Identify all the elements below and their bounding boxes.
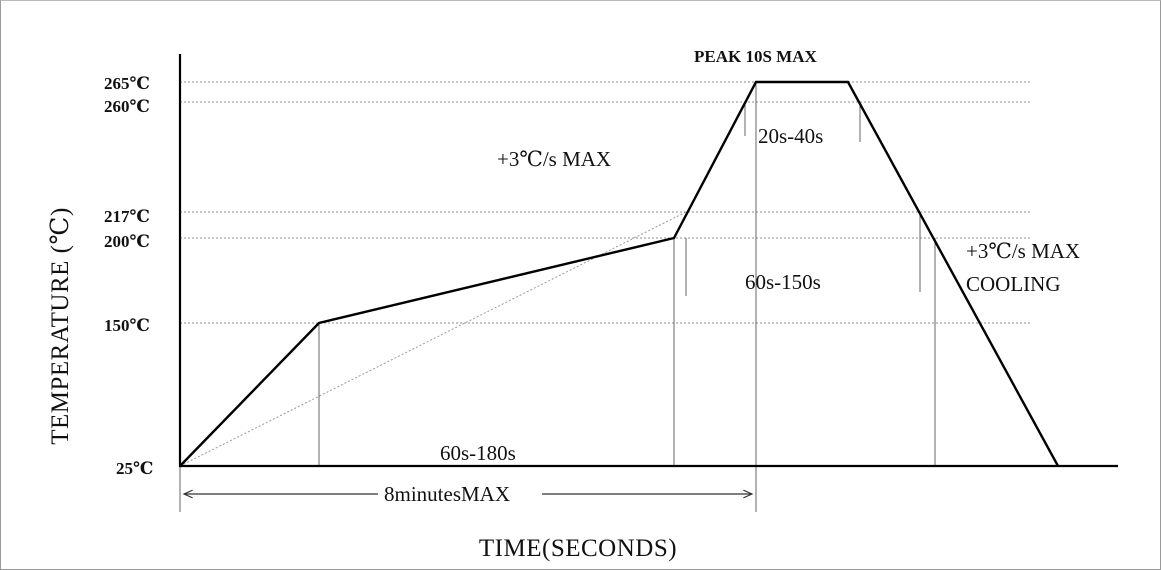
y-tick-labels: 265℃ 260℃ 217℃ 200℃ 150℃ 25℃ bbox=[104, 74, 153, 478]
time-above-217-label: 60s-150s bbox=[745, 270, 821, 294]
total-time-label: 8minutesMAX bbox=[384, 482, 510, 506]
tick-217: 217℃ bbox=[104, 207, 150, 226]
time-above-260-label: 20s-40s bbox=[758, 124, 823, 148]
temperature-guides bbox=[180, 81, 1030, 324]
axes bbox=[178, 54, 1118, 468]
ramp-up-label: +3℃/s MAX bbox=[497, 147, 611, 171]
tick-25: 25℃ bbox=[116, 459, 153, 478]
tick-150: 150℃ bbox=[104, 316, 150, 335]
x-axis-title: TIME(SECONDS) bbox=[479, 535, 677, 562]
cooling-label: COOLING bbox=[966, 272, 1061, 296]
average-ramp-guide bbox=[179, 211, 687, 467]
tick-265: 265℃ bbox=[104, 74, 150, 93]
preheat-time-label: 60s-180s bbox=[440, 441, 516, 465]
time-markers bbox=[179, 82, 936, 512]
peak-label: PEAK 10S MAX bbox=[694, 47, 818, 66]
ramp-down-label: +3℃/s MAX bbox=[966, 239, 1080, 263]
reflow-profile-curve bbox=[179, 80, 1060, 467]
tick-260: 260℃ bbox=[104, 97, 150, 116]
tick-200: 200℃ bbox=[104, 232, 150, 251]
y-axis-title: TEMPERATURE (℃) bbox=[47, 207, 74, 445]
